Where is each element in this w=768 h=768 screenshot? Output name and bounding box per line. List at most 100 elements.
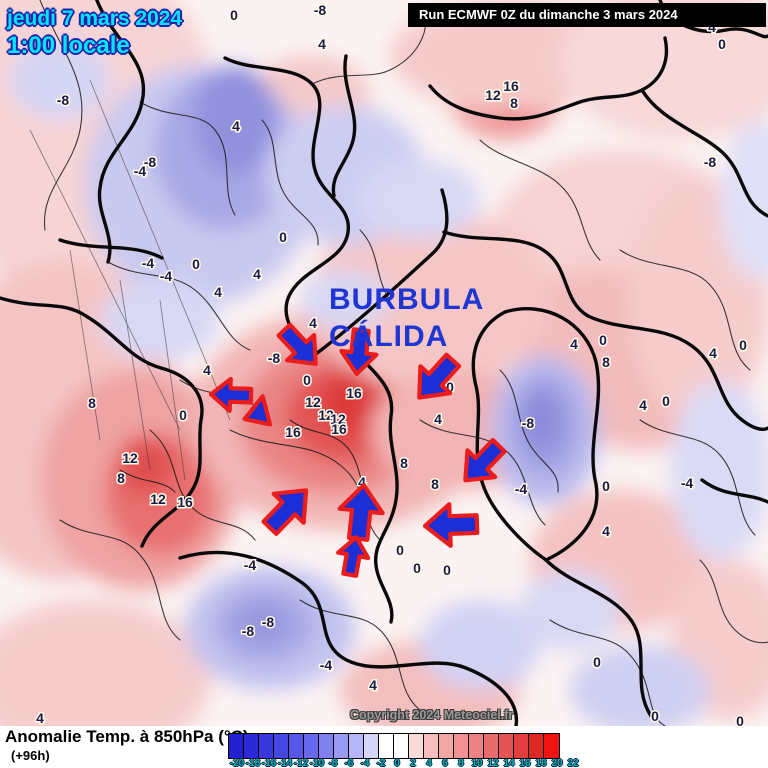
colorbar-tick-label: 22 <box>567 758 579 768</box>
colorbar-cell <box>469 734 484 758</box>
contour-value-label: 4 <box>232 118 240 134</box>
contour-value-label: 8 <box>117 470 125 486</box>
annotation-line1: BURBULA <box>329 283 485 316</box>
colorbar-tick-label: 4 <box>426 758 432 768</box>
colorbar-tick-label: 16 <box>519 758 531 768</box>
colorbar-tick-label: -14 <box>277 758 293 768</box>
contour-value-label: 12 <box>318 407 334 423</box>
contour-value-label: -4 <box>160 268 173 284</box>
contour-value-label: 8 <box>88 395 96 411</box>
colorbar-tick-label: 8 <box>458 758 464 768</box>
contour-value-label: 4 <box>358 474 366 490</box>
forecast-date: jeudi 7 mars 2024 <box>7 7 183 30</box>
contour-value-label: 16 <box>177 494 193 510</box>
arrow-icon <box>339 327 379 376</box>
contour-value-label: 0 <box>651 708 659 724</box>
contour-value-label: 4 <box>709 345 717 361</box>
arrow-icon <box>422 502 480 548</box>
contour-value-label: 12 <box>122 450 138 466</box>
contour-value-label: 4 <box>369 677 377 693</box>
contour-value-label: 0 <box>413 560 421 576</box>
contour-value-label: 0 <box>443 562 451 578</box>
colorbar-tick-label: -10 <box>309 758 325 768</box>
contour-value-label: 0 <box>230 7 238 23</box>
advection-arrow <box>463 437 507 483</box>
contour-value-label: -4 <box>134 163 147 179</box>
contour-value-label: 0 <box>602 478 610 494</box>
contour-value-label: 4 <box>203 362 211 378</box>
contour-value-label: 0 <box>593 654 601 670</box>
arrow-icon <box>208 376 254 414</box>
contour-value-label: 0 <box>599 332 607 348</box>
colorbar-cell <box>259 734 274 758</box>
legend-forecast-hour: (+96h) <box>11 748 50 763</box>
arrow-icon <box>336 535 371 578</box>
colorbar-cell <box>529 734 544 758</box>
map-annotation: BURBULA CÁLIDA <box>329 281 484 355</box>
advection-arrow <box>339 327 379 376</box>
colorbar-cell <box>454 734 469 758</box>
contour-value-label: 0 <box>739 337 747 353</box>
contour-value-label: -4 <box>142 255 155 271</box>
contour-value-label: 16 <box>503 78 519 94</box>
colorbar-cell <box>274 734 289 758</box>
contour-value-label: 8 <box>602 354 610 370</box>
colorbar-cell <box>334 734 349 758</box>
colorbar-tick-label: -2 <box>376 758 386 768</box>
contour-value-label: 0 <box>662 393 670 409</box>
colorbar-tick-label: 10 <box>471 758 483 768</box>
contour-value-label: 0 <box>446 379 454 395</box>
colorbar-tick-label: 0 <box>394 758 400 768</box>
advection-arrow <box>242 394 273 427</box>
colorbar-tick-label: 12 <box>487 758 499 768</box>
advection-arrow <box>276 322 318 366</box>
colorbar-cell <box>379 734 394 758</box>
colorbar-labels: -20 -18 -16 -14 -12 -10 -8 -6 -4 -2 0 2 4 6 8 10 12 14 16 1… <box>229 758 581 768</box>
copyright-text: Copyright 2024 Meteociel.fr <box>350 708 514 722</box>
colorbar-tick-label: -20 <box>229 758 245 768</box>
forecast-local-time: 1:00 locale <box>7 32 130 59</box>
colorbar-tick-label: -16 <box>261 758 277 768</box>
arrow-icon <box>417 352 462 400</box>
contour-value-label: 12 <box>330 411 346 427</box>
contour-value-label: -4 <box>515 481 528 497</box>
colorbar-cell <box>229 734 244 758</box>
contour-value-label: -8 <box>704 154 717 170</box>
contour-value-label: 8 <box>400 455 408 471</box>
advection-arrows <box>208 322 507 578</box>
colorbar-cell <box>424 734 439 758</box>
contour-value-label: 4 <box>639 397 647 413</box>
contour-value-label: 0 <box>279 229 287 245</box>
colorbar-cell <box>244 734 259 758</box>
contour-value-label: 12 <box>485 87 501 103</box>
contour-value-label: -4 <box>320 657 333 673</box>
contour-value-label: 12 <box>305 394 321 410</box>
colorbar-cell <box>349 734 364 758</box>
thick-contour-lines <box>0 0 768 726</box>
forecast-datetime: jeudi 7 mars 2024 1:00 locale <box>7 7 182 60</box>
colorbar-tick-label: 6 <box>442 758 448 768</box>
graticule-lines <box>29 79 231 481</box>
contour-value-label: 0 <box>396 542 404 558</box>
contour-value-label: -8 <box>242 623 255 639</box>
contour-value-label: -4 <box>244 557 257 573</box>
model-run-info: Run ECMWF 0Z du dimanche 3 mars 2024 <box>408 3 766 27</box>
colorbar-cell <box>439 734 454 758</box>
contour-value-label: 4 <box>36 710 44 726</box>
colorbar-tick-label: -18 <box>245 758 261 768</box>
colorbar-tick-label: 14 <box>503 758 515 768</box>
colorbar-cell <box>514 734 529 758</box>
contour-value-label: -4 <box>681 475 694 491</box>
arrow-icon <box>261 488 309 536</box>
colorbar-tick-label: -6 <box>344 758 354 768</box>
contour-value-label: 0 <box>718 36 726 52</box>
advection-arrow <box>208 376 254 414</box>
advection-arrow <box>417 352 462 400</box>
colorbar-tick-label: -8 <box>328 758 338 768</box>
legend-strip: Anomalie Temp. à 850hPa (°C) (+96h) -20-… <box>0 726 768 768</box>
colorbar-cell <box>499 734 514 758</box>
contour-value-label: 4 <box>570 336 578 352</box>
advection-arrow <box>422 502 480 548</box>
